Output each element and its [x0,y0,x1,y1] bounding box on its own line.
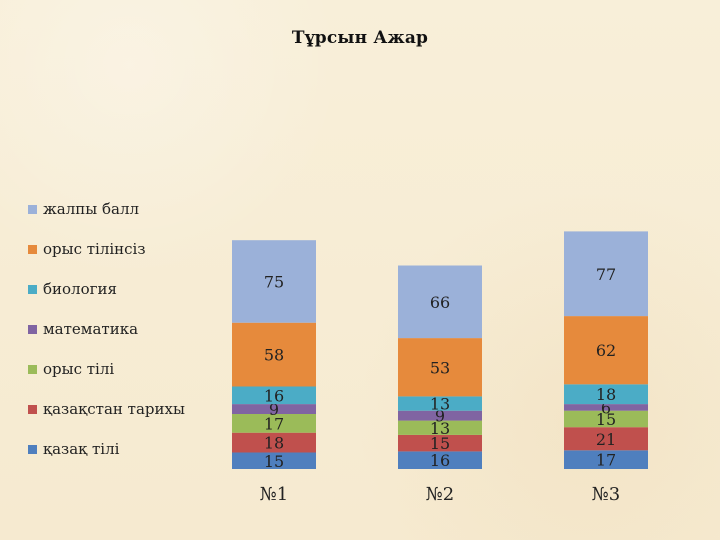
bar-segment-1-4 [232,404,316,414]
x-tick-label-1: №1 [260,484,289,505]
data-label-1-5: 16 [264,386,284,405]
legend-item-5: орыс тілі [28,358,114,380]
data-label-1-6: 58 [264,346,284,365]
bar-segment-1-3 [232,414,316,433]
chart-legend: жалпы балл орыс тілінсіз биология математик… [28,198,208,468]
legend-label-3: биология [43,280,117,298]
bar-segment-2-6 [398,338,482,397]
legend-swatch-7 [28,444,37,454]
bar-segment-1-7 [232,240,316,323]
bar-segment-3-4 [564,404,648,411]
bar-segment-2-4 [398,410,482,421]
data-label-1-4: 9 [269,400,279,419]
legend-label-1: жалпы балл [43,200,140,218]
data-label-1-1: 15 [264,452,284,471]
bar-segment-3-2 [564,427,648,451]
x-tick-label-3: №3 [592,484,621,505]
bar-segment-1-5 [232,386,316,405]
data-label-1-2: 18 [264,434,284,453]
bar-segment-1-6 [232,322,316,387]
bar-segment-3-5 [564,384,648,405]
x-tick-label-2: №2 [426,484,455,505]
legend-item-6: қазақстан тарихы [28,398,185,420]
data-label-3-7: 77 [596,265,616,284]
bar-segment-1-1 [232,452,316,469]
legend-swatch-1 [28,204,37,214]
data-label-3-6: 62 [596,341,616,360]
data-label-2-4: 9 [435,407,445,426]
legend-swatch-4 [28,324,37,334]
legend-swatch-6 [28,404,37,414]
bar-segment-3-6 [564,316,648,385]
legend-label-4: математика [43,320,139,338]
data-label-1-7: 75 [264,272,284,291]
chart-title: Тұрсын Ажар [291,28,429,48]
data-label-2-2: 15 [430,434,450,453]
bar-segment-3-7 [564,231,648,317]
bar-segment-2-7 [398,265,482,339]
data-label-2-1: 16 [430,451,450,470]
legend-item-3: биология [28,278,117,300]
legend-swatch-5 [28,364,37,374]
legend-label-7: қазақ тілі [43,440,120,458]
bar-segment-2-5 [398,396,482,411]
legend-label-2: орыс тілінсіз [43,240,146,258]
legend-item-2: орыс тілінсіз [28,238,146,260]
bar-segment-2-3 [398,420,482,435]
data-label-3-1: 17 [596,451,616,470]
legend-swatch-2 [28,244,37,254]
legend-label-6: қазақстан тарихы [43,400,185,418]
data-label-2-3: 13 [430,419,450,438]
bar-segment-3-3 [564,410,648,428]
data-label-3-4: 6 [601,398,611,417]
data-label-1-3: 17 [264,414,284,433]
legend-item-1: жалпы балл [28,198,139,220]
data-label-2-7: 66 [430,293,450,312]
data-label-3-3: 15 [596,410,616,429]
data-label-3-5: 18 [596,385,616,404]
bar-segment-2-2 [398,434,482,452]
data-label-2-5: 13 [430,395,450,414]
bar-segment-1-2 [232,432,316,453]
bar-segment-2-1 [398,451,482,469]
data-label-2-6: 53 [430,358,450,377]
data-label-3-2: 21 [596,430,616,449]
legend-item-7: қазақ тілі [28,438,119,460]
legend-item-4: математика [28,318,138,340]
bar-segment-3-1 [564,450,648,469]
legend-label-5: орыс тілі [43,360,115,378]
legend-swatch-3 [28,284,37,294]
